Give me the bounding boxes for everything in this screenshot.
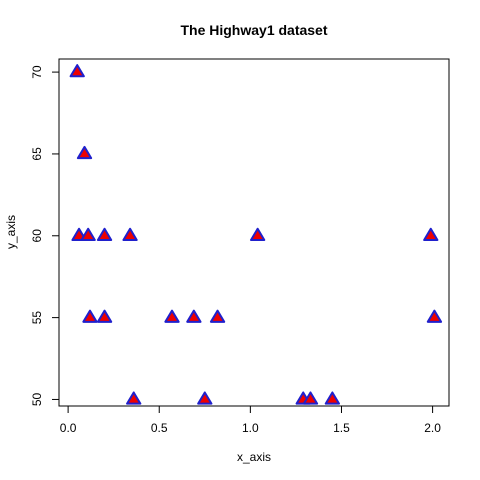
data-point bbox=[426, 309, 443, 323]
data-point bbox=[96, 227, 113, 241]
data-point bbox=[249, 227, 266, 241]
y-tick-label: 60 bbox=[30, 229, 44, 243]
data-point bbox=[164, 309, 180, 323]
y-tick-label: 70 bbox=[30, 65, 44, 79]
x-axis: 0.0 0.5 1.0 1.5 2.0 bbox=[60, 405, 441, 435]
data-point bbox=[122, 227, 138, 241]
data-point bbox=[76, 145, 93, 160]
x-tick-label: 2.0 bbox=[424, 421, 441, 435]
data-point bbox=[126, 391, 142, 405]
y-tick-label: 65 bbox=[30, 147, 44, 161]
x-axis-label: x_axis bbox=[237, 450, 271, 464]
data-point bbox=[80, 227, 96, 241]
data-point bbox=[82, 309, 98, 323]
data-point bbox=[324, 391, 341, 405]
data-point bbox=[423, 227, 439, 241]
y-tick-label: 55 bbox=[30, 311, 44, 325]
data-point bbox=[96, 309, 113, 323]
data-point bbox=[197, 391, 213, 405]
data-point bbox=[302, 391, 319, 405]
data-point bbox=[209, 309, 226, 323]
y-axis: 50 55 60 65 70 bbox=[30, 65, 60, 406]
chart-title: The Highway1 dataset bbox=[180, 22, 327, 38]
data-points bbox=[69, 64, 443, 405]
y-tick-label: 50 bbox=[30, 392, 44, 406]
data-point bbox=[69, 64, 85, 78]
x-tick-label: 1.0 bbox=[242, 421, 259, 435]
plot-frame bbox=[58, 58, 450, 407]
y-axis-label: y_axis bbox=[4, 215, 18, 249]
x-tick-label: 1.5 bbox=[333, 421, 350, 435]
x-tick-label: 0.5 bbox=[151, 421, 168, 435]
data-point bbox=[186, 309, 202, 323]
x-tick-label: 0.0 bbox=[60, 421, 77, 435]
